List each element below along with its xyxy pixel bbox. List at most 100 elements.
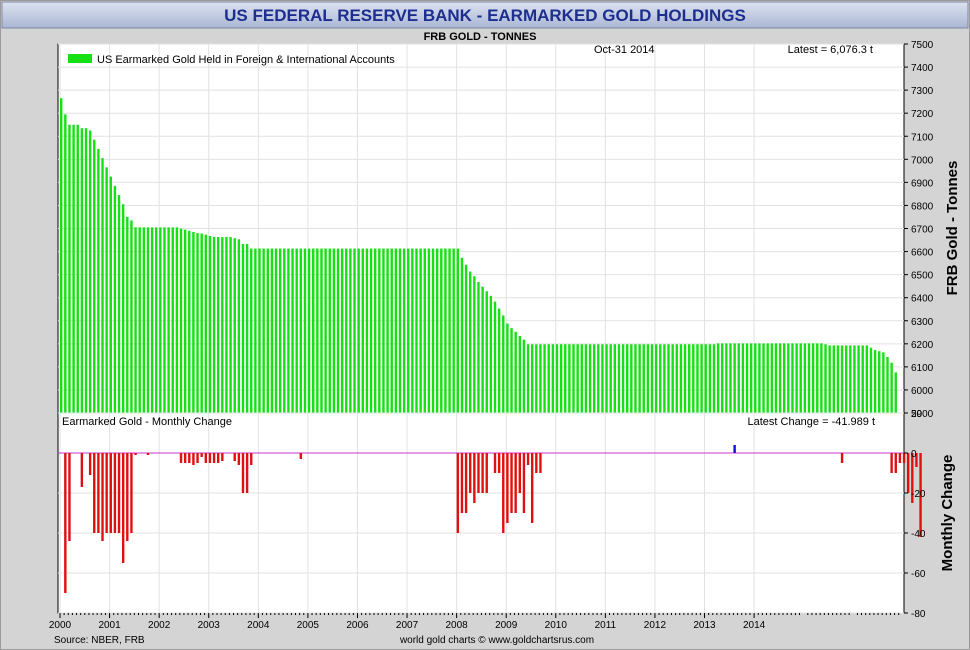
gold-holdings-bar [262, 248, 265, 413]
gold-holdings-bar [894, 372, 897, 413]
monthly-change-bar [840, 453, 844, 463]
gold-holdings-bar [791, 343, 794, 413]
gold-holdings-bar [638, 344, 641, 413]
bottom-y-tick-label: -80 [911, 609, 926, 620]
gold-holdings-bar [844, 345, 848, 413]
gold-holdings-bar [444, 248, 447, 413]
gold-holdings-bar [72, 124, 75, 413]
monthly-change-bar [109, 453, 112, 533]
source-label: Source: NBER, FRB [54, 635, 145, 646]
gold-holdings-bar [539, 344, 542, 413]
date-label: Oct-31 2014 [594, 44, 655, 56]
gold-holdings-bar [667, 344, 670, 413]
monthly-change-bar [179, 453, 183, 463]
monthly-change-bar [121, 453, 125, 563]
gold-holdings-bar [543, 344, 546, 413]
page-title: US FEDERAL RESERVE BANK - EARMARKED GOLD… [224, 6, 746, 25]
gold-holdings-bar [365, 248, 369, 413]
chart-subtitle: FRB GOLD - TONNES [424, 31, 537, 43]
x-tick-label: 2007 [396, 620, 419, 631]
monthly-change-bar [522, 453, 526, 513]
gold-holdings-bar [456, 248, 460, 413]
gold-holdings-bar [212, 237, 216, 413]
gold-holdings-bar [113, 185, 117, 413]
gold-holdings-bar [84, 128, 88, 413]
monthly-change-bar [130, 453, 133, 533]
gold-holdings-bar [163, 227, 166, 413]
x-tick-label: 2002 [148, 620, 171, 631]
gold-holdings-bar [167, 227, 170, 413]
gold-holdings-bar [704, 344, 707, 413]
gold-holdings-bar [873, 350, 877, 413]
top-y-axis-title: FRB Gold - Tonnes [944, 161, 961, 296]
monthly-change-bar [456, 453, 460, 533]
gold-holdings-bar [200, 233, 203, 413]
monthly-change-bar [530, 453, 534, 523]
monthly-change-bar [514, 453, 517, 513]
gold-holdings-bar [183, 229, 187, 413]
gold-holdings-bar [836, 345, 840, 413]
monthly-change-bar [196, 453, 199, 463]
monthly-change-bar [88, 453, 92, 475]
gold-holdings-bar [328, 248, 331, 413]
gold-holdings-bar [64, 114, 67, 413]
gold-holdings-bar [477, 282, 480, 413]
x-tick-label: 2003 [198, 620, 221, 631]
gold-holdings-bar [452, 248, 455, 413]
gold-holdings-bar [568, 344, 571, 413]
x-tick-label: 2013 [693, 620, 716, 631]
gold-holdings-bar [485, 291, 488, 413]
gold-holdings-bar [613, 344, 617, 413]
monthly-change-bar [97, 453, 100, 533]
monthly-change-bar [535, 453, 538, 473]
gold-holdings-bar [514, 331, 517, 413]
monthly-change-bar [299, 453, 303, 459]
gold-holdings-bar [109, 176, 112, 413]
gold-holdings-bar [427, 248, 431, 413]
monthly-change-bar [113, 453, 117, 533]
gold-holdings-bar [535, 344, 538, 413]
gold-holdings-bar [307, 248, 311, 413]
gold-holdings-bar [254, 248, 257, 413]
bottom-y-axis: -80 -60 -40 -20 0 20 [904, 409, 926, 620]
monthly-change-bar [733, 445, 736, 453]
gold-holdings-bar [518, 335, 521, 413]
gold-holdings-bar [824, 344, 827, 413]
gold-holdings-bar [626, 344, 629, 413]
gold-holdings-bar [803, 343, 807, 413]
bottom-y-tick-label: -20 [911, 489, 926, 500]
gold-holdings-bar [510, 328, 513, 413]
gold-holdings-bar [150, 227, 154, 413]
monthly-change-bar [146, 453, 150, 455]
x-tick-label: 2014 [743, 620, 766, 631]
gold-holdings-bar [159, 227, 162, 413]
gold-holdings-bar [155, 227, 158, 413]
gold-holdings-bar [497, 308, 501, 413]
monthly-change-bar [117, 453, 121, 533]
gold-holdings-bar [390, 248, 393, 413]
x-tick-label: 2001 [98, 620, 121, 631]
gold-holdings-bar [878, 351, 881, 413]
gold-holdings-bar [402, 248, 406, 413]
gold-holdings-bar [869, 347, 873, 413]
monthly-change-bar [481, 453, 484, 493]
gold-holdings-bar [398, 248, 402, 413]
gold-holdings-bar [291, 248, 294, 413]
bottom-grid [58, 412, 904, 614]
gold-holdings-bar [361, 248, 364, 413]
gold-holdings-bar [865, 345, 869, 413]
gold-holdings-bar [576, 344, 579, 413]
gold-holdings-bar [245, 243, 249, 413]
monthly-change-bar [518, 453, 521, 493]
gold-holdings-bar [237, 239, 241, 413]
monthly-change-bar [192, 453, 195, 465]
gold-holdings-bar [783, 343, 786, 413]
gold-holdings-bar [419, 248, 422, 413]
monthly-change-bar [919, 453, 922, 537]
gold-holdings-bar [303, 248, 307, 413]
gold-holdings-bar [324, 248, 327, 413]
gold-holdings-bar [208, 235, 212, 413]
monthly-change-bar [493, 453, 497, 473]
gold-holdings-bar [225, 237, 228, 413]
gold-holdings-bar [696, 344, 699, 413]
